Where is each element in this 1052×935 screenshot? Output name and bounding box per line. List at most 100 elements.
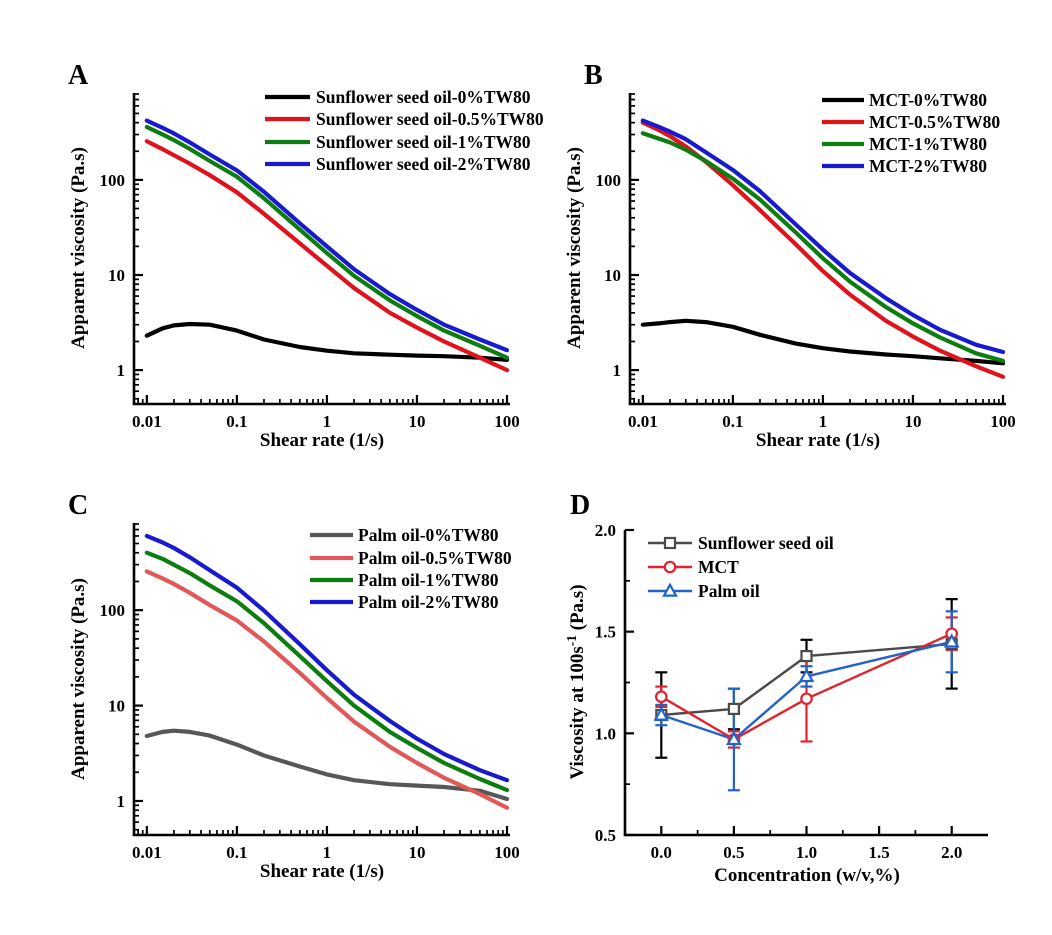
- panel-A-series: [144, 118, 510, 373]
- panel-B-series: [640, 118, 1006, 379]
- legend-item-sunflower-seed-oil-1-tw80: Sunflower seed oil-1%TW80: [265, 132, 531, 152]
- marker-triangle-palm-oil: [653, 706, 670, 721]
- panel-D-legend: Sunflower seed oil MCT Palm oil: [648, 533, 834, 601]
- x-tick-label: 100: [494, 412, 520, 431]
- legend-label: Sunflower seed oil-2%TW80: [316, 154, 531, 174]
- marker-circle-mct: [655, 690, 668, 704]
- y-tick-label: 1: [613, 361, 622, 380]
- panel-b-mct-viscosity-chart: 0.01 0.1 1 10 100 1 10 100 Shear rate (1/s) Appar…: [564, 60, 1016, 451]
- curve-palm-oil-0-tw80: [144, 728, 510, 802]
- x-tick-label: 100: [494, 843, 520, 862]
- x-tick-label: 0.1: [722, 412, 743, 431]
- y-tick-label: 0.5: [595, 826, 616, 845]
- legend-label: Palm oil-1%TW80: [358, 570, 499, 590]
- panel-C-x-axis-label: Shear rate (1/s): [260, 861, 384, 882]
- y-tick-label: 10: [108, 266, 125, 285]
- legend-label: MCT: [698, 557, 739, 577]
- y-tick-label: 1.5: [595, 623, 616, 642]
- x-tick-label: 1: [819, 412, 828, 431]
- curve-sunflower-seed-oil: [660, 642, 953, 717]
- x-tick-label: 10: [904, 412, 921, 431]
- y-tick-label: 2.0: [595, 521, 616, 540]
- legend-marker-circle: [663, 560, 677, 574]
- legend-label: Sunflower seed oil-0.5%TW80: [316, 109, 544, 129]
- curve-mct-0-tw80: [640, 318, 1006, 366]
- panel-B-axes: 0.01 0.1 1 10 100 1 10 100: [596, 93, 1016, 431]
- panel-A-y-axis-label: Apparent viscosity (Pa.s): [68, 147, 89, 349]
- panel-C-y-axis-label: Apparent viscosity (Pa.s): [68, 578, 89, 780]
- curve-sunflower-seed-oil-1-tw80: [144, 124, 510, 360]
- panel-D-axes: 0.0 0.5 1.0 1.5 2.0 0.5 1.0 1.5 2.0: [595, 521, 988, 862]
- x-tick-label: 0.5: [723, 843, 744, 862]
- y-tick-label: 100: [596, 171, 622, 190]
- legend-label: Palm oil-0%TW80: [358, 525, 499, 545]
- x-tick-label: 10: [408, 412, 425, 431]
- curve-sunflower-seed-oil-2-tw80: [144, 118, 510, 353]
- legend-item-mct-2-tw80: MCT-2%TW80: [822, 156, 987, 176]
- x-tick-label: 0.01: [132, 843, 162, 862]
- legend-marker-square: [663, 536, 677, 550]
- legend-label: Palm oil-2%TW80: [358, 592, 499, 612]
- y-tick-label: 1: [117, 361, 126, 380]
- panel-D-y-axis-label: Viscosity at 100s-1 (Pa.s): [564, 584, 588, 779]
- curve-sunflower-seed-oil-0-tw80: [144, 321, 510, 362]
- marker-triangle-palm-oil: [726, 730, 742, 746]
- x-tick-label: 1.5: [868, 843, 889, 862]
- panel-A-x-axis-label: Shear rate (1/s): [260, 430, 384, 451]
- x-tick-label: 2.0: [941, 843, 962, 862]
- curve-mct-1-tw80: [640, 131, 1006, 363]
- legend-item-mct: MCT: [648, 557, 739, 577]
- curve-palm-oil-0-5-tw80: [144, 569, 510, 810]
- legend-item-mct-1-tw80: MCT-1%TW80: [822, 134, 987, 154]
- legend-marker-triangle: [662, 582, 678, 597]
- marker-square-sunflower-seed-oil: [727, 702, 740, 716]
- legend-item-palm-oil-0-tw80: Palm oil-0%TW80: [310, 525, 499, 545]
- panel-C-series: [144, 533, 510, 810]
- panel-D-series: [653, 598, 960, 792]
- panel-d-viscosity-vs-concentration-chart: 0.0 0.5 1.0 1.5 2.0 0.5 1.0 1.5 2.0 Concentration…: [564, 490, 988, 886]
- legend-item-sunflower-seed-oil-0-5-tw80: Sunflower seed oil-0.5%TW80: [265, 109, 544, 129]
- legend-label: MCT-0.5%TW80: [869, 112, 1000, 132]
- y-tick-label: 10: [108, 697, 125, 716]
- x-tick-label: 1.0: [796, 843, 817, 862]
- legend-label: Palm oil: [698, 581, 760, 601]
- panel-A-axes: 0.01 0.1 1 10 100 1 10 100: [100, 93, 520, 431]
- panel-a-sunflower-viscosity-chart: 0.01 0.1 1 10 100 1 10 100 Shear rate (1/s) Appar…: [68, 60, 544, 451]
- legend-item-sunflower-seed-oil-0-tw80: Sunflower seed oil-0%TW80: [265, 87, 531, 107]
- legend-item-mct-0-5-tw80: MCT-0.5%TW80: [822, 112, 1000, 132]
- panel-C-letter: C: [68, 490, 88, 521]
- curve-mct-0-5-tw80: [640, 120, 1006, 379]
- legend-item-sunflower-seed-oil: Sunflower seed oil: [648, 533, 834, 553]
- x-tick-label: 0.0: [651, 843, 672, 862]
- panel-A-letter: A: [68, 60, 89, 91]
- legend-label: Palm oil-0.5%TW80: [358, 548, 512, 568]
- x-tick-label: 0.1: [226, 843, 247, 862]
- y-tick-label: 1.0: [595, 724, 616, 743]
- legend-item-mct-0-tw80: MCT-0%TW80: [822, 90, 987, 110]
- y-tick-label: 100: [100, 601, 126, 620]
- x-tick-label: 100: [990, 412, 1016, 431]
- legend-item-palm-oil: Palm oil: [648, 581, 760, 601]
- legend-label: MCT-1%TW80: [869, 134, 987, 154]
- panel-B-legend: MCT-0%TW80MCT-0.5%TW80MCT-1%TW80MCT-2%TW…: [822, 90, 1000, 176]
- panel-B-y-axis-label: Apparent viscosity (Pa.s): [564, 147, 585, 349]
- x-tick-label: 0.1: [226, 412, 247, 431]
- y-tick-label: 1: [117, 792, 126, 811]
- y-tick-label: 10: [604, 266, 621, 285]
- legend-item-sunflower-seed-oil-2-tw80: Sunflower seed oil-2%TW80: [265, 154, 531, 174]
- marker-triangle-palm-oil: [798, 667, 815, 683]
- x-tick-label: 10: [408, 843, 425, 862]
- curve-palm-oil-1-tw80: [144, 550, 510, 793]
- x-tick-label: 0.01: [132, 412, 162, 431]
- curve-palm-oil: [660, 640, 953, 741]
- panel-B-x-axis-label: Shear rate (1/s): [756, 430, 880, 451]
- marker-square-sunflower-seed-oil: [800, 649, 813, 663]
- marker-triangle-palm-oil: [943, 633, 960, 648]
- x-tick-label: 0.01: [628, 412, 658, 431]
- panel-c-palm-oil-viscosity-chart: 0.01 0.1 1 10 100 1 10 100 Shear rate (1/s) Appar…: [68, 490, 520, 882]
- legend-label: Sunflower seed oil-1%TW80: [316, 132, 531, 152]
- legend-item-palm-oil-1-tw80: Palm oil-1%TW80: [310, 570, 499, 590]
